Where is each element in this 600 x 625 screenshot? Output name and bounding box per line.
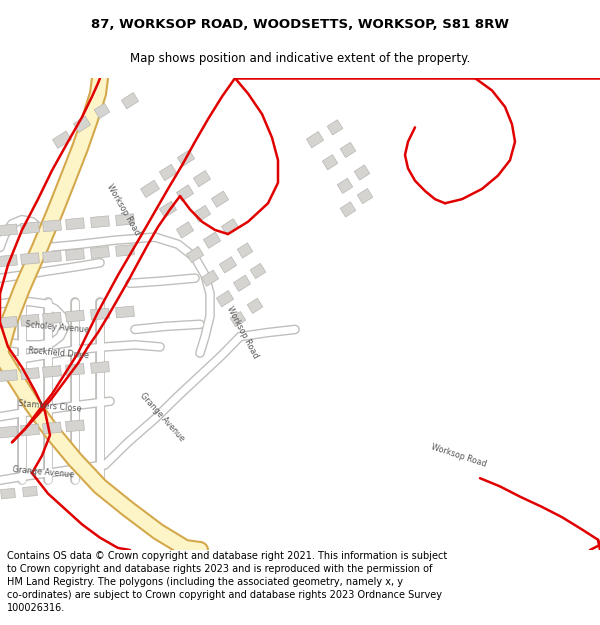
Bar (53, 131, 71, 148)
Bar (43, 220, 61, 232)
Text: Rockfield Drive: Rockfield Drive (28, 346, 89, 360)
Text: Contains OS data © Crown copyright and database right 2021. This information is : Contains OS data © Crown copyright and d… (7, 551, 448, 612)
Bar (43, 312, 61, 324)
Bar (357, 189, 373, 204)
Bar (65, 249, 85, 261)
Bar (211, 191, 229, 208)
Bar (91, 247, 109, 258)
Bar (202, 270, 218, 286)
Bar (322, 154, 338, 170)
Text: Map shows position and indicative extent of the property.: Map shows position and indicative extent… (130, 52, 470, 65)
Bar (20, 424, 40, 436)
Bar (43, 422, 61, 434)
Bar (307, 131, 323, 148)
Polygon shape (310, 78, 600, 550)
Bar (0, 224, 17, 236)
Text: Worksop Road: Worksop Road (225, 305, 260, 360)
Bar (230, 312, 246, 327)
Bar (220, 257, 236, 273)
Bar (65, 218, 85, 230)
Bar (116, 306, 134, 318)
Text: Scholey Avenue: Scholey Avenue (25, 320, 89, 334)
Bar (43, 366, 61, 378)
Bar (91, 308, 109, 320)
Bar (340, 202, 356, 217)
Bar (91, 216, 109, 227)
Bar (20, 253, 40, 264)
Bar (20, 222, 40, 234)
Bar (178, 150, 194, 166)
Bar (160, 164, 176, 181)
Bar (23, 486, 37, 497)
Bar (217, 291, 233, 307)
Bar (20, 368, 40, 379)
Bar (176, 185, 194, 201)
Bar (94, 103, 110, 119)
Text: 87, WORKSOP ROAD, WOODSETTS, WORKSOP, S81 8RW: 87, WORKSOP ROAD, WOODSETTS, WORKSOP, S8… (91, 19, 509, 31)
Bar (187, 246, 203, 262)
Bar (116, 214, 134, 226)
Bar (327, 120, 343, 135)
Bar (43, 251, 61, 262)
Text: Stambers Close: Stambers Close (18, 399, 82, 414)
Bar (140, 180, 160, 198)
Text: Grange Avenue: Grange Avenue (12, 465, 74, 479)
Bar (203, 232, 221, 248)
Bar (73, 116, 91, 132)
Bar (337, 178, 353, 194)
Bar (221, 219, 239, 235)
Bar (65, 310, 85, 322)
Bar (233, 275, 251, 291)
Bar (250, 263, 266, 279)
Bar (193, 171, 211, 187)
Bar (237, 243, 253, 258)
Bar (176, 222, 194, 238)
Bar (65, 364, 85, 376)
Bar (1, 488, 16, 499)
Bar (116, 244, 134, 256)
Bar (247, 298, 263, 314)
Bar (0, 255, 17, 267)
Bar (91, 361, 109, 373)
Bar (121, 92, 139, 109)
Bar (340, 142, 356, 158)
Bar (354, 165, 370, 180)
Text: Worksop Road: Worksop Road (105, 182, 142, 237)
Bar (193, 206, 211, 222)
Bar (0, 370, 17, 381)
Text: Grange Avenue: Grange Avenue (138, 391, 186, 442)
Bar (65, 420, 85, 432)
Bar (0, 426, 17, 438)
Bar (0, 316, 17, 328)
Bar (20, 314, 40, 326)
Bar (160, 201, 176, 217)
Text: Worksop Road: Worksop Road (430, 442, 487, 469)
